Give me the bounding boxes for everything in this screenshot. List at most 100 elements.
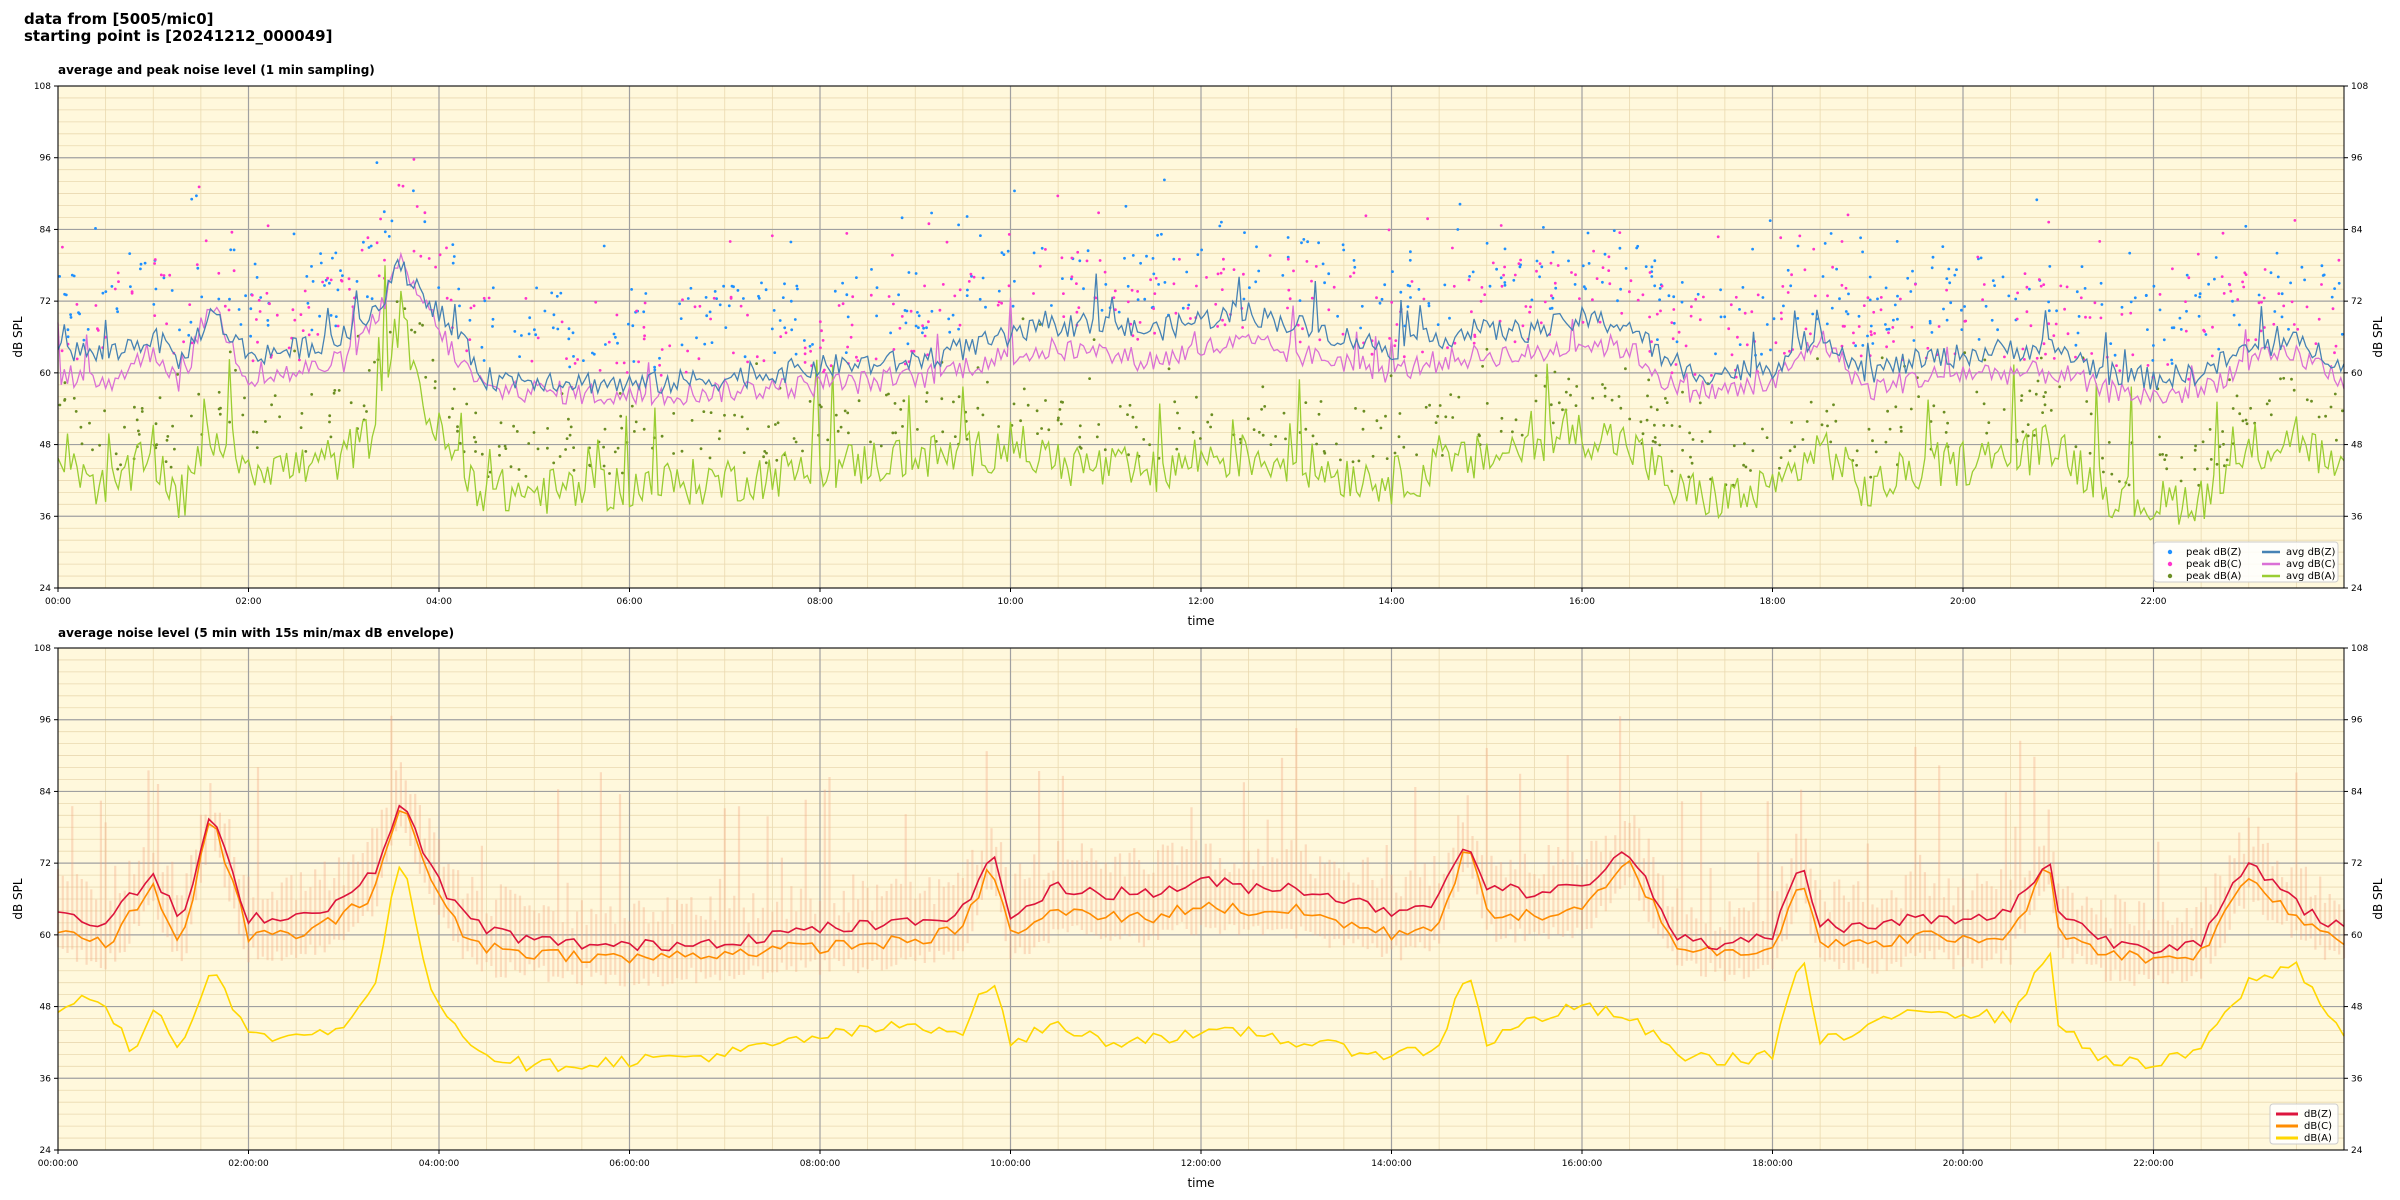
peak-point <box>742 451 746 454</box>
peak-point <box>1874 450 1878 454</box>
peak-point <box>228 420 232 424</box>
peak-point <box>115 307 119 311</box>
peak-point <box>1869 324 1873 328</box>
peak-point <box>855 355 858 359</box>
peak-point <box>1964 319 1968 323</box>
peak-point <box>1554 286 1558 290</box>
chart-title: average and peak noise level (1 min samp… <box>58 63 375 77</box>
peak-point <box>1357 459 1361 463</box>
peak-point <box>808 344 812 348</box>
peak-point <box>1013 279 1016 283</box>
peak-point <box>223 304 227 308</box>
peak-point <box>625 371 629 374</box>
peak-point <box>1574 273 1577 277</box>
peak-point <box>2129 300 2133 304</box>
peak-point <box>2152 284 2156 288</box>
peak-point <box>1896 294 1899 298</box>
peak-point <box>2074 445 2078 449</box>
peak-point <box>143 261 147 265</box>
peak-point <box>1743 442 1746 446</box>
peak-point <box>1327 308 1331 312</box>
peak-point <box>1292 269 1295 273</box>
peak-point <box>116 467 120 471</box>
peak-point <box>917 314 921 318</box>
peak-point <box>2023 358 2026 361</box>
peak-point <box>1805 420 1809 423</box>
peak-point <box>1736 335 1739 339</box>
peak-point <box>1261 433 1265 437</box>
peak-point <box>515 430 519 433</box>
peak-point <box>2279 377 2282 381</box>
peak-point <box>2115 364 2118 367</box>
peak-point <box>686 297 690 300</box>
peak-point <box>1840 283 1844 287</box>
peak-point <box>2128 251 2132 255</box>
peak-point <box>1075 310 1079 314</box>
peak-point <box>1457 395 1461 399</box>
peak-point <box>2090 352 2094 355</box>
peak-point <box>1942 307 1945 311</box>
peak-point <box>2098 240 2102 243</box>
peak-point <box>96 329 100 332</box>
peak-point <box>631 324 635 328</box>
peak-point <box>377 274 381 278</box>
peak-point <box>1131 254 1135 257</box>
peak-point <box>823 368 826 372</box>
peak-point <box>869 293 873 297</box>
peak-point <box>412 189 415 193</box>
peak-point <box>2333 392 2337 396</box>
peak-point <box>1038 264 1042 268</box>
peak-point <box>779 335 783 338</box>
peak-point <box>2028 287 2031 291</box>
peak-point <box>1471 270 1475 274</box>
peak-point <box>348 287 351 291</box>
peak-point <box>2300 265 2304 269</box>
x-tick-label: 04:00:00 <box>419 1159 460 1169</box>
peak-point <box>1855 449 1859 453</box>
peak-point <box>836 429 840 433</box>
peak-point <box>1243 231 1246 235</box>
peak-point <box>1894 405 1898 409</box>
y-tick-label: 24 <box>40 1146 52 1156</box>
peak-point <box>819 405 823 409</box>
peak-point <box>1535 259 1539 263</box>
y-tick-label-right: 84 <box>2351 225 2363 235</box>
peak-point <box>491 286 495 290</box>
peak-point <box>2161 453 2165 456</box>
peak-point <box>1885 345 1888 349</box>
peak-point <box>1341 243 1345 247</box>
peak-point <box>2282 304 2286 308</box>
peak-point <box>1985 431 1989 435</box>
peak-point <box>695 336 698 340</box>
peak-point <box>114 452 118 456</box>
peak-point <box>2058 385 2062 389</box>
peak-point <box>684 370 688 374</box>
peak-point <box>275 313 279 317</box>
peak-point <box>729 297 733 300</box>
peak-point <box>137 429 140 433</box>
peak-point <box>1844 286 1848 290</box>
peak-point <box>518 355 521 358</box>
peak-point <box>1820 423 1824 427</box>
peak-point <box>375 241 379 245</box>
peak-point <box>952 400 955 404</box>
peak-point <box>2194 444 2198 448</box>
peak-point <box>1650 275 1654 278</box>
peak-point <box>1899 429 1903 433</box>
peak-point <box>1408 284 1412 288</box>
peak-point <box>2221 430 2225 433</box>
peak-point <box>571 331 575 335</box>
peak-point <box>1781 285 1785 288</box>
peak-point <box>922 326 925 330</box>
peak-point <box>826 438 830 442</box>
peak-point <box>195 194 198 198</box>
peak-point <box>2275 251 2279 255</box>
peak-point <box>158 396 162 400</box>
peak-point <box>1892 340 1895 343</box>
peak-point <box>808 400 812 403</box>
peak-point <box>1979 256 1983 260</box>
peak-point <box>2163 458 2167 461</box>
peak-point <box>1223 323 1227 327</box>
peak-point <box>1263 405 1267 408</box>
peak-point <box>1126 413 1129 416</box>
